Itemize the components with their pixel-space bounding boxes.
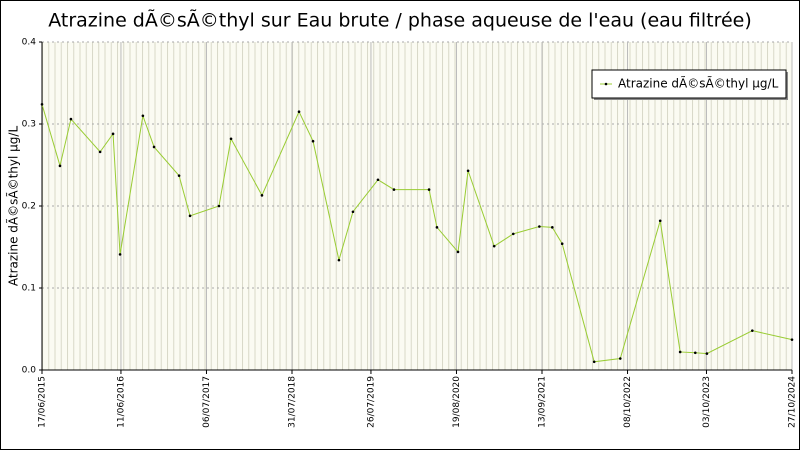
data-point (297, 110, 301, 113)
data-point (560, 242, 564, 246)
data-point (592, 360, 596, 364)
x-tick-label: 19/08/2020 (452, 376, 462, 428)
x-tick-label: 17/06/2015 (38, 376, 48, 428)
x-tick-label: 06/07/2017 (202, 376, 212, 428)
x-tick-label: 26/07/2019 (366, 376, 376, 428)
data-point (141, 114, 145, 118)
data-point (217, 204, 221, 208)
data-point (58, 164, 62, 168)
x-tick-label: 11/06/2016 (116, 376, 126, 428)
data-point (492, 244, 496, 248)
data-point (98, 150, 102, 154)
data-point (551, 226, 554, 229)
legend-label: Atrazine dÃ©sÃ©thyl µg/L (618, 76, 779, 91)
x-tick-label: 27/10/2024 (788, 376, 798, 428)
data-point (69, 117, 73, 121)
data-point (376, 178, 380, 182)
x-tick-label: 03/10/2023 (702, 376, 712, 428)
x-tick-label: 31/07/2018 (288, 376, 298, 428)
data-point (337, 258, 341, 262)
data-point (456, 250, 460, 254)
data-point (111, 132, 115, 136)
data-point (511, 232, 515, 236)
y-tick-label: 0.1 (22, 284, 36, 294)
data-point (466, 169, 470, 173)
series-line (41, 104, 793, 363)
data-point (790, 338, 794, 341)
y-tick-label: 0.0 (22, 366, 37, 376)
data-point (118, 253, 122, 256)
legend-marker (604, 82, 608, 86)
data-point (538, 225, 541, 228)
x-tick-label: 13/09/2021 (538, 376, 548, 428)
y-tick-label: 0.3 (22, 120, 36, 130)
data-point (40, 103, 44, 106)
chart-title: Atrazine dÃ©sÃ©thyl sur Eau brute / phas… (48, 9, 752, 32)
y-tick-label: 0.2 (22, 202, 36, 212)
legend-box (591, 69, 787, 99)
data-point (705, 352, 709, 355)
data-point (177, 174, 181, 177)
y-tick-label: 0.4 (22, 38, 37, 48)
data-point (260, 194, 264, 197)
data-point (678, 350, 682, 354)
data-point (658, 219, 662, 223)
data-point (427, 188, 431, 191)
data-point (693, 351, 697, 355)
x-tick-label: 08/10/2022 (623, 376, 633, 428)
data-point (351, 210, 355, 214)
data-point (392, 188, 396, 191)
y-axis-label: Atrazine dÃ©sÃ©thyl µg/L (6, 126, 21, 287)
data-point (311, 139, 315, 143)
data-point (618, 357, 622, 360)
data-point (152, 145, 156, 149)
data-point (751, 329, 754, 332)
data-point (188, 214, 192, 218)
data-point (229, 137, 233, 141)
data-point (435, 226, 439, 229)
